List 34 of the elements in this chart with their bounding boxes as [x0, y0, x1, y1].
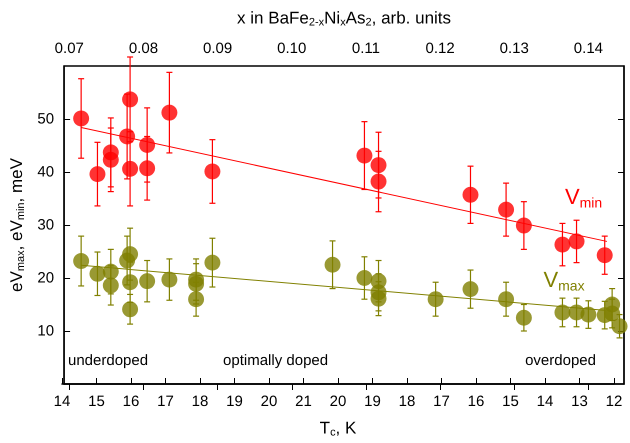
x2-tick-label: 0.07: [54, 40, 84, 57]
x2-tick-label: 0.13: [500, 40, 529, 57]
x-tick-label: 15: [88, 393, 105, 410]
x2-tick-label: 0.14: [574, 40, 604, 57]
x2-tick-label: 0.09: [202, 40, 232, 57]
x-tick-label: 14: [536, 393, 554, 410]
x-tick-label: 20: [330, 393, 346, 410]
y-tick-label: 50: [37, 110, 54, 128]
y-axis-title: eVmax, eVmin, meV: [7, 157, 27, 292]
x-tick-label: 19: [226, 393, 243, 410]
y-tick-label: 20: [37, 270, 54, 286]
x-tick-label: 13: [571, 393, 588, 410]
x2-tick-label: 0.10: [277, 40, 306, 57]
y-tick-label: 30: [37, 216, 54, 234]
x-tick-label: 20: [260, 393, 278, 410]
x2-tick-label: 0.12: [425, 40, 455, 57]
annotation: overdoped: [525, 352, 596, 369]
annotation: optimally doped: [223, 352, 328, 369]
x-tick-label: 21: [295, 393, 312, 410]
x-tick-label: 18: [192, 393, 208, 410]
x2-tick-label: 0.08: [128, 40, 158, 57]
x-tick-label: 19: [364, 393, 381, 410]
x-tick-label: 17: [433, 393, 450, 410]
x-tick-label: 18: [398, 393, 416, 410]
y-tick-label: 40: [37, 164, 54, 180]
x-tick-label: 16: [468, 393, 484, 410]
x-tick-label: 16: [122, 393, 140, 410]
x2-tick-label: 0.11: [352, 40, 380, 57]
x-tick-label: 17: [157, 393, 174, 410]
x-tick-label: 14: [54, 393, 70, 410]
annotation: underdoped: [68, 352, 148, 369]
y-tick-label: 10: [37, 322, 54, 340]
x-tick-label: 12: [606, 393, 622, 410]
x-tick-label: 15: [502, 393, 519, 410]
